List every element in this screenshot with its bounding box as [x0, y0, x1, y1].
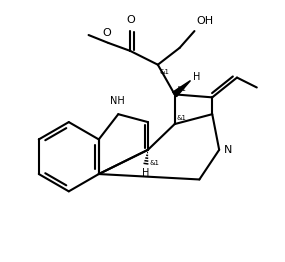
Text: &1: &1: [177, 86, 187, 92]
Text: O: O: [127, 15, 135, 25]
Text: NH: NH: [110, 96, 125, 106]
Text: H: H: [142, 168, 150, 178]
Text: &1: &1: [160, 69, 170, 75]
Text: O: O: [102, 28, 111, 38]
Text: &1: &1: [150, 160, 160, 166]
Text: OH: OH: [196, 16, 213, 26]
Text: H: H: [193, 72, 200, 81]
Text: &1: &1: [177, 115, 187, 121]
Text: N: N: [224, 145, 233, 155]
Polygon shape: [173, 80, 190, 97]
